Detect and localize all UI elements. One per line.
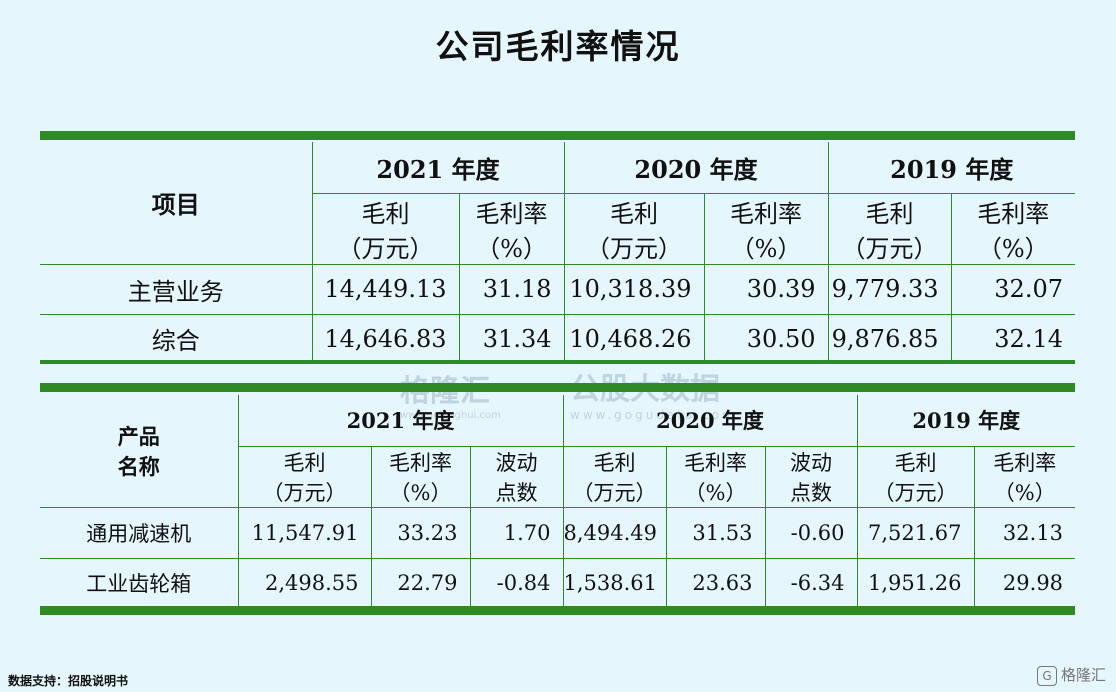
cell-value: -6.34	[764, 557, 858, 608]
cell-value: 22.79	[370, 557, 471, 608]
table-row: 综合 14,646.83 31.34 10,468.26 30.50 9,876…	[40, 313, 1075, 363]
table1-top-rule	[40, 131, 1075, 140]
cell-value: 31.53	[665, 506, 766, 559]
table-row: 通用减速机 11,547.91 33.23 1.70 8,494.49 31.5…	[40, 506, 1076, 559]
row-label: 工业齿轮箱	[40, 557, 239, 608]
cell-value: 10,468.26	[563, 313, 705, 363]
cell-value: 14,449.13	[311, 263, 460, 315]
col-header-margin: 毛利率 （%）	[665, 445, 766, 508]
col-header-profit: 毛利 （万元）	[238, 445, 372, 508]
year-header: 2021 年度	[237, 395, 564, 447]
col-header-margin: 毛利率 （%）	[703, 192, 829, 265]
cell-value: 10,318.39	[563, 263, 705, 315]
table2-top-rule	[40, 383, 1075, 392]
cell-value: 32.07	[950, 263, 1075, 315]
cell-value: 1,538.61	[562, 557, 667, 608]
brand-logo: G 格隆汇	[1036, 664, 1106, 686]
source-note: 数据支持：招股说明书	[8, 674, 129, 688]
row-label: 通用减速机	[40, 506, 239, 559]
logo-g-icon: G	[1036, 666, 1057, 686]
cell-value: 33.23	[370, 506, 471, 559]
cell-value: 14,646.83	[311, 313, 460, 363]
col-header-margin: 毛利率 （%）	[950, 192, 1075, 265]
cell-value: 29.98	[973, 557, 1076, 608]
col-header-margin: 毛利率 （%）	[458, 192, 565, 265]
year-header: 2020 年度	[563, 142, 829, 194]
cell-value: 23.63	[665, 557, 766, 608]
cell-value: 32.13	[973, 506, 1076, 559]
page-title: 公司毛利率情况	[435, 27, 681, 66]
gross-margin-table: 项目 2021 年度 2020 年度 2019 年度 毛利 （万元） 毛利率 （%）…	[40, 142, 1075, 363]
col-header-profit: 毛利 （万元）	[827, 192, 952, 265]
cell-value: 9,779.33	[827, 263, 952, 315]
cell-value: 31.34	[458, 313, 565, 363]
cell-value: 8,494.49	[562, 506, 667, 559]
cell-value: 11,547.91	[237, 506, 372, 559]
row-label: 主营业务	[40, 263, 313, 315]
col-header-profit: 毛利 （万元）	[312, 192, 460, 265]
product-margin-table: 产品 名称 2021 年度 2020 年度 2019 年度 毛利 （万元） 毛利率（…	[40, 395, 1076, 608]
cell-value: 9,876.85	[827, 313, 952, 363]
cell-value: -0.84	[469, 557, 564, 608]
col-header-margin: 毛利率 （%）	[973, 445, 1076, 508]
year-header: 2021 年度	[311, 142, 565, 194]
cell-value: 30.39	[703, 263, 829, 315]
cell-value: 1,951.26	[856, 557, 975, 608]
col-header-profit: 毛利 （万元）	[856, 445, 975, 508]
col-header-profit: 毛利 （万元）	[562, 445, 667, 508]
item-header: 项目	[40, 142, 313, 265]
cell-value: 7,521.67	[856, 506, 975, 559]
col-header-change: 波动 点数	[469, 445, 564, 508]
col-header-margin: 毛利率 （%）	[370, 445, 471, 508]
cell-value: 32.14	[950, 313, 1075, 363]
cell-value: 31.18	[458, 263, 565, 315]
table-row: 工业齿轮箱 2,498.55 22.79 -0.84 1,538.61 23.6…	[40, 557, 1076, 608]
table1-bottom-rule	[40, 360, 1075, 364]
cell-value: 1.70	[469, 506, 564, 559]
item-header: 产品 名称	[40, 395, 239, 508]
table2-bottom-rule	[40, 606, 1075, 615]
col-header-change: 波动 点数	[764, 445, 858, 508]
row-label: 综合	[40, 313, 313, 363]
year-header: 2019 年度	[856, 395, 1076, 447]
year-header: 2019 年度	[827, 142, 1075, 194]
year-header: 2020 年度	[562, 395, 858, 447]
col-header-profit: 毛利 （万元）	[563, 192, 705, 265]
cell-value: 2,498.55	[237, 557, 372, 608]
table-row: 主营业务 14,449.13 31.18 10,318.39 30.39 9,7…	[40, 263, 1075, 315]
cell-value: 30.50	[703, 313, 829, 363]
cell-value: -0.60	[764, 506, 858, 559]
